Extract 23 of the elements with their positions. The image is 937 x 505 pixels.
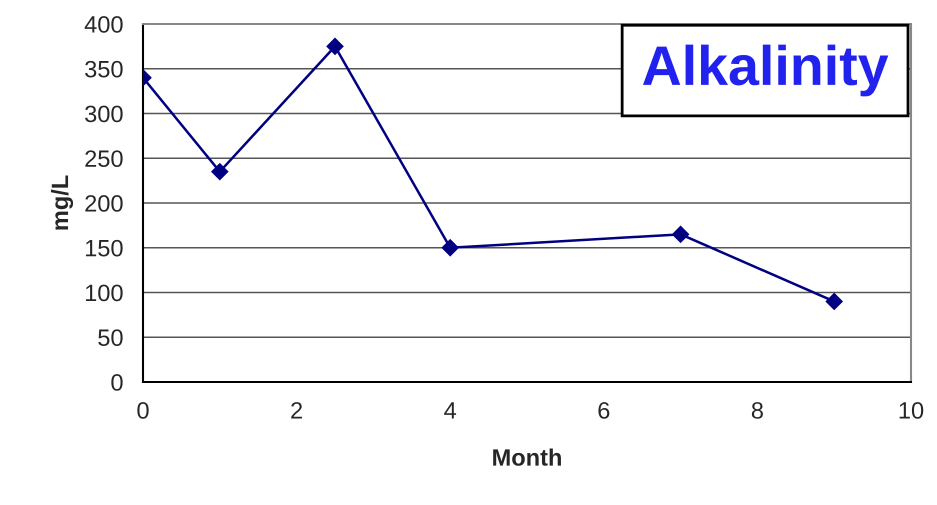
y-axis-title: mg/L: [50, 176, 74, 230]
y-tick-label: 150: [86, 240, 123, 257]
chart-title: Alkalinity: [642, 44, 888, 96]
point: [326, 38, 344, 55]
y-tick-label: 250: [85, 150, 123, 168]
x-tick-label: 4: [444, 402, 456, 419]
x-tick-label: 10: [900, 402, 924, 419]
y-tick-label: 100: [86, 284, 123, 302]
y-tick-label: 0: [111, 374, 123, 391]
y-tick-label: 50: [98, 329, 123, 346]
x-tick-label: 8: [752, 402, 763, 419]
y-tick-label: 350: [85, 60, 123, 78]
x-axis-title: Month: [493, 448, 561, 466]
x-tick-label: 2: [291, 402, 302, 419]
y-tick-label: 200: [85, 195, 123, 212]
y-tick-label: 300: [85, 106, 123, 122]
x-tick-label: 0: [137, 402, 149, 419]
y-tick-label: 400: [84, 16, 123, 33]
point: [442, 239, 459, 256]
x-tick-label: 6: [598, 402, 610, 419]
point: [826, 292, 843, 310]
point: [211, 163, 228, 180]
point: [672, 226, 690, 243]
